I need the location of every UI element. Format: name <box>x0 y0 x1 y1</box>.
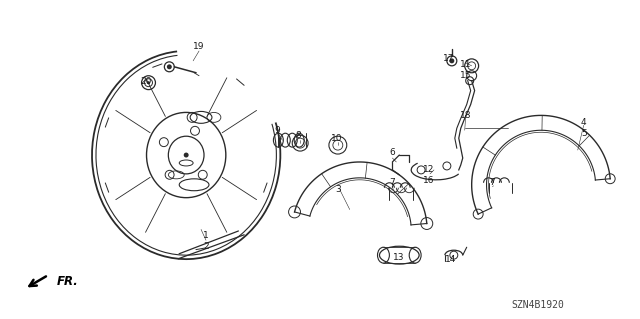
Circle shape <box>449 58 454 63</box>
Text: 5: 5 <box>581 129 586 138</box>
Text: 1: 1 <box>203 231 209 240</box>
Text: 8: 8 <box>295 131 301 140</box>
Text: 12: 12 <box>423 166 435 174</box>
Text: SZN4B1920: SZN4B1920 <box>511 300 564 310</box>
Circle shape <box>184 152 189 158</box>
Text: 15: 15 <box>460 71 472 80</box>
Text: 13: 13 <box>392 253 404 262</box>
Text: 19: 19 <box>193 42 205 51</box>
Circle shape <box>147 81 150 84</box>
Text: 16: 16 <box>423 176 435 185</box>
Text: 14: 14 <box>445 255 456 263</box>
Text: 7: 7 <box>390 178 396 187</box>
Text: 3: 3 <box>335 185 340 194</box>
Text: 4: 4 <box>581 118 586 127</box>
Text: FR.: FR. <box>56 275 78 288</box>
Circle shape <box>167 64 172 69</box>
Text: 10: 10 <box>331 134 342 143</box>
Text: 11: 11 <box>460 60 472 69</box>
Text: 6: 6 <box>390 148 396 157</box>
Text: 9: 9 <box>275 126 280 135</box>
Text: 20: 20 <box>141 77 152 86</box>
Text: 17: 17 <box>443 54 454 63</box>
Text: 7: 7 <box>490 178 495 187</box>
Text: 2: 2 <box>203 242 209 251</box>
Text: 18: 18 <box>460 111 472 120</box>
